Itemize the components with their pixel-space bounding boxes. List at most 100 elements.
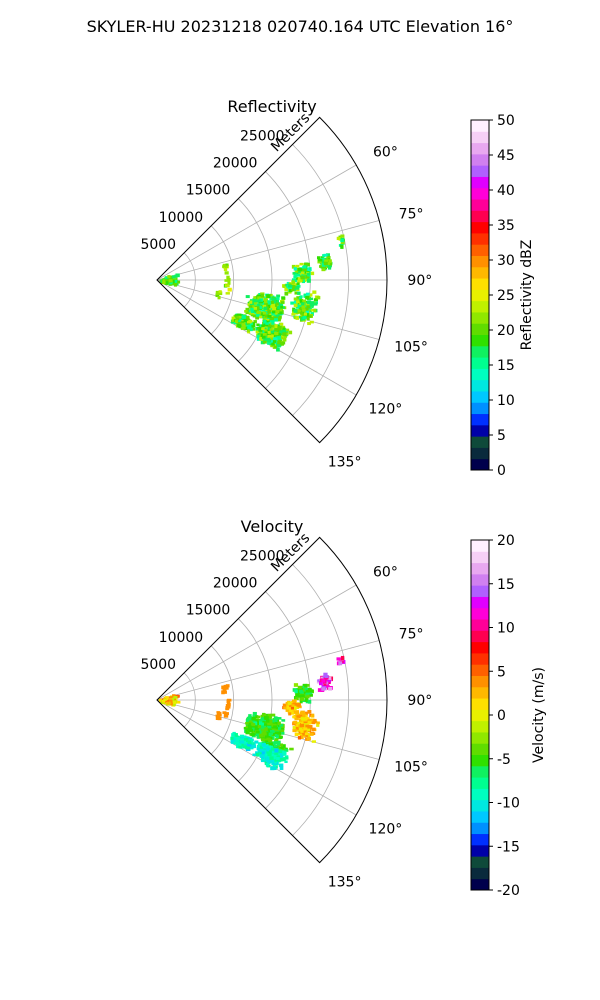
echo-gate — [310, 271, 315, 276]
echo-gate — [283, 705, 287, 710]
echo-gate — [265, 740, 269, 744]
echo-gate — [273, 725, 277, 729]
echo-gate — [257, 731, 262, 735]
echo-gate — [302, 272, 306, 277]
echo-gate — [301, 694, 305, 698]
echo-gate — [240, 327, 245, 331]
echo-gate — [252, 753, 257, 757]
echo-gate — [259, 733, 264, 738]
echo-gate — [270, 750, 275, 754]
echo-gate — [272, 732, 277, 736]
echo-gate — [265, 335, 269, 339]
echo-gate — [321, 263, 326, 267]
panel-title: Velocity — [241, 517, 304, 536]
echo-gate — [259, 718, 265, 722]
echo-gate — [230, 736, 234, 741]
echo-gate — [245, 730, 250, 735]
echo-gate — [307, 691, 312, 695]
echo-gate — [297, 272, 302, 277]
echo-gate — [295, 273, 299, 277]
echo-gate — [298, 296, 302, 301]
echo-gate — [324, 259, 329, 264]
echo-gate — [324, 676, 329, 680]
azimuth-tick-label: 135° — [328, 875, 362, 891]
echo-gate — [232, 731, 236, 736]
echo-gate — [227, 287, 232, 292]
echo-gate — [300, 302, 305, 306]
echo-gate — [255, 316, 259, 320]
echo-gate — [297, 277, 302, 281]
echo-gate — [261, 751, 265, 755]
echo-gate — [258, 334, 262, 337]
echo-gate — [226, 277, 231, 282]
echo-gate — [215, 291, 220, 295]
echo-gate — [239, 740, 245, 744]
echo-gate — [270, 729, 275, 733]
echo-gate — [306, 728, 311, 732]
echo-gate — [252, 711, 257, 716]
echo-gate — [297, 309, 302, 313]
colorbar-tick-label: 10 — [497, 621, 515, 637]
echo-gate — [271, 755, 276, 760]
echo-gate — [245, 295, 250, 299]
colorbar-tick-label: 45 — [497, 148, 515, 164]
azimuth-tick-label: 120° — [369, 821, 403, 837]
echo-gate — [262, 713, 267, 716]
echo-gate — [275, 310, 280, 314]
echo-gate — [224, 265, 229, 269]
echo-gate — [277, 731, 282, 735]
colorbar-swatch — [471, 844, 489, 857]
colorbar-swatch — [471, 424, 489, 437]
echo-gate — [227, 280, 231, 285]
echo-gate — [327, 262, 333, 266]
figure-suptitle: SKYLER-HU 20231218 020740.164 UTC Elevat… — [87, 17, 514, 36]
echo-gate — [244, 310, 248, 313]
echo-gate — [272, 316, 277, 320]
echo-gate — [297, 736, 302, 740]
echo-gate — [264, 314, 270, 318]
azimuth-tick-label: 105° — [394, 759, 428, 775]
colorbar-swatch — [471, 357, 489, 369]
echo-gate — [325, 253, 330, 257]
echo-gate — [217, 296, 221, 300]
colorbar-swatch — [471, 165, 489, 177]
echo-gate — [274, 324, 278, 329]
colorbar-label: Velocity (m/s) — [531, 667, 547, 763]
echo-gate — [255, 296, 259, 299]
echo-gate — [250, 723, 256, 727]
echo-gate — [306, 305, 311, 309]
echo-gate — [256, 323, 260, 327]
echo-gate — [282, 751, 287, 755]
echo-gate — [277, 326, 282, 330]
azimuth-gridline — [156, 220, 380, 281]
echo-gate — [280, 753, 284, 758]
echo-gate — [258, 292, 262, 297]
echo-gate — [299, 699, 303, 704]
echo-gate — [295, 696, 299, 701]
echo-gate — [279, 723, 284, 727]
echo-gate — [299, 299, 303, 303]
echo-gate — [319, 678, 323, 683]
echo-gate — [252, 323, 256, 328]
colorbar-swatch — [471, 447, 489, 460]
echo-gate — [259, 746, 263, 751]
echo-gate — [215, 716, 221, 721]
echo-gate — [224, 284, 230, 287]
echo-gate — [293, 309, 298, 313]
echo-gate — [323, 253, 328, 257]
echo-gate — [218, 290, 222, 294]
echo-gate — [253, 721, 258, 726]
echo-gate — [285, 703, 289, 708]
echo-gate — [245, 318, 250, 323]
azimuth-tick-label: 75° — [399, 627, 424, 643]
panel-title: Reflectivity — [227, 97, 316, 116]
echo-gate — [338, 661, 343, 666]
echo-gate — [299, 262, 304, 266]
echo-gate — [166, 701, 170, 705]
echo-gate — [291, 285, 296, 289]
echo-gate — [276, 756, 280, 760]
azimuth-tick-label: 90° — [407, 273, 432, 289]
sector-outline — [156, 116, 388, 444]
echo-gate — [241, 323, 246, 327]
colorbar-swatch — [471, 765, 489, 778]
